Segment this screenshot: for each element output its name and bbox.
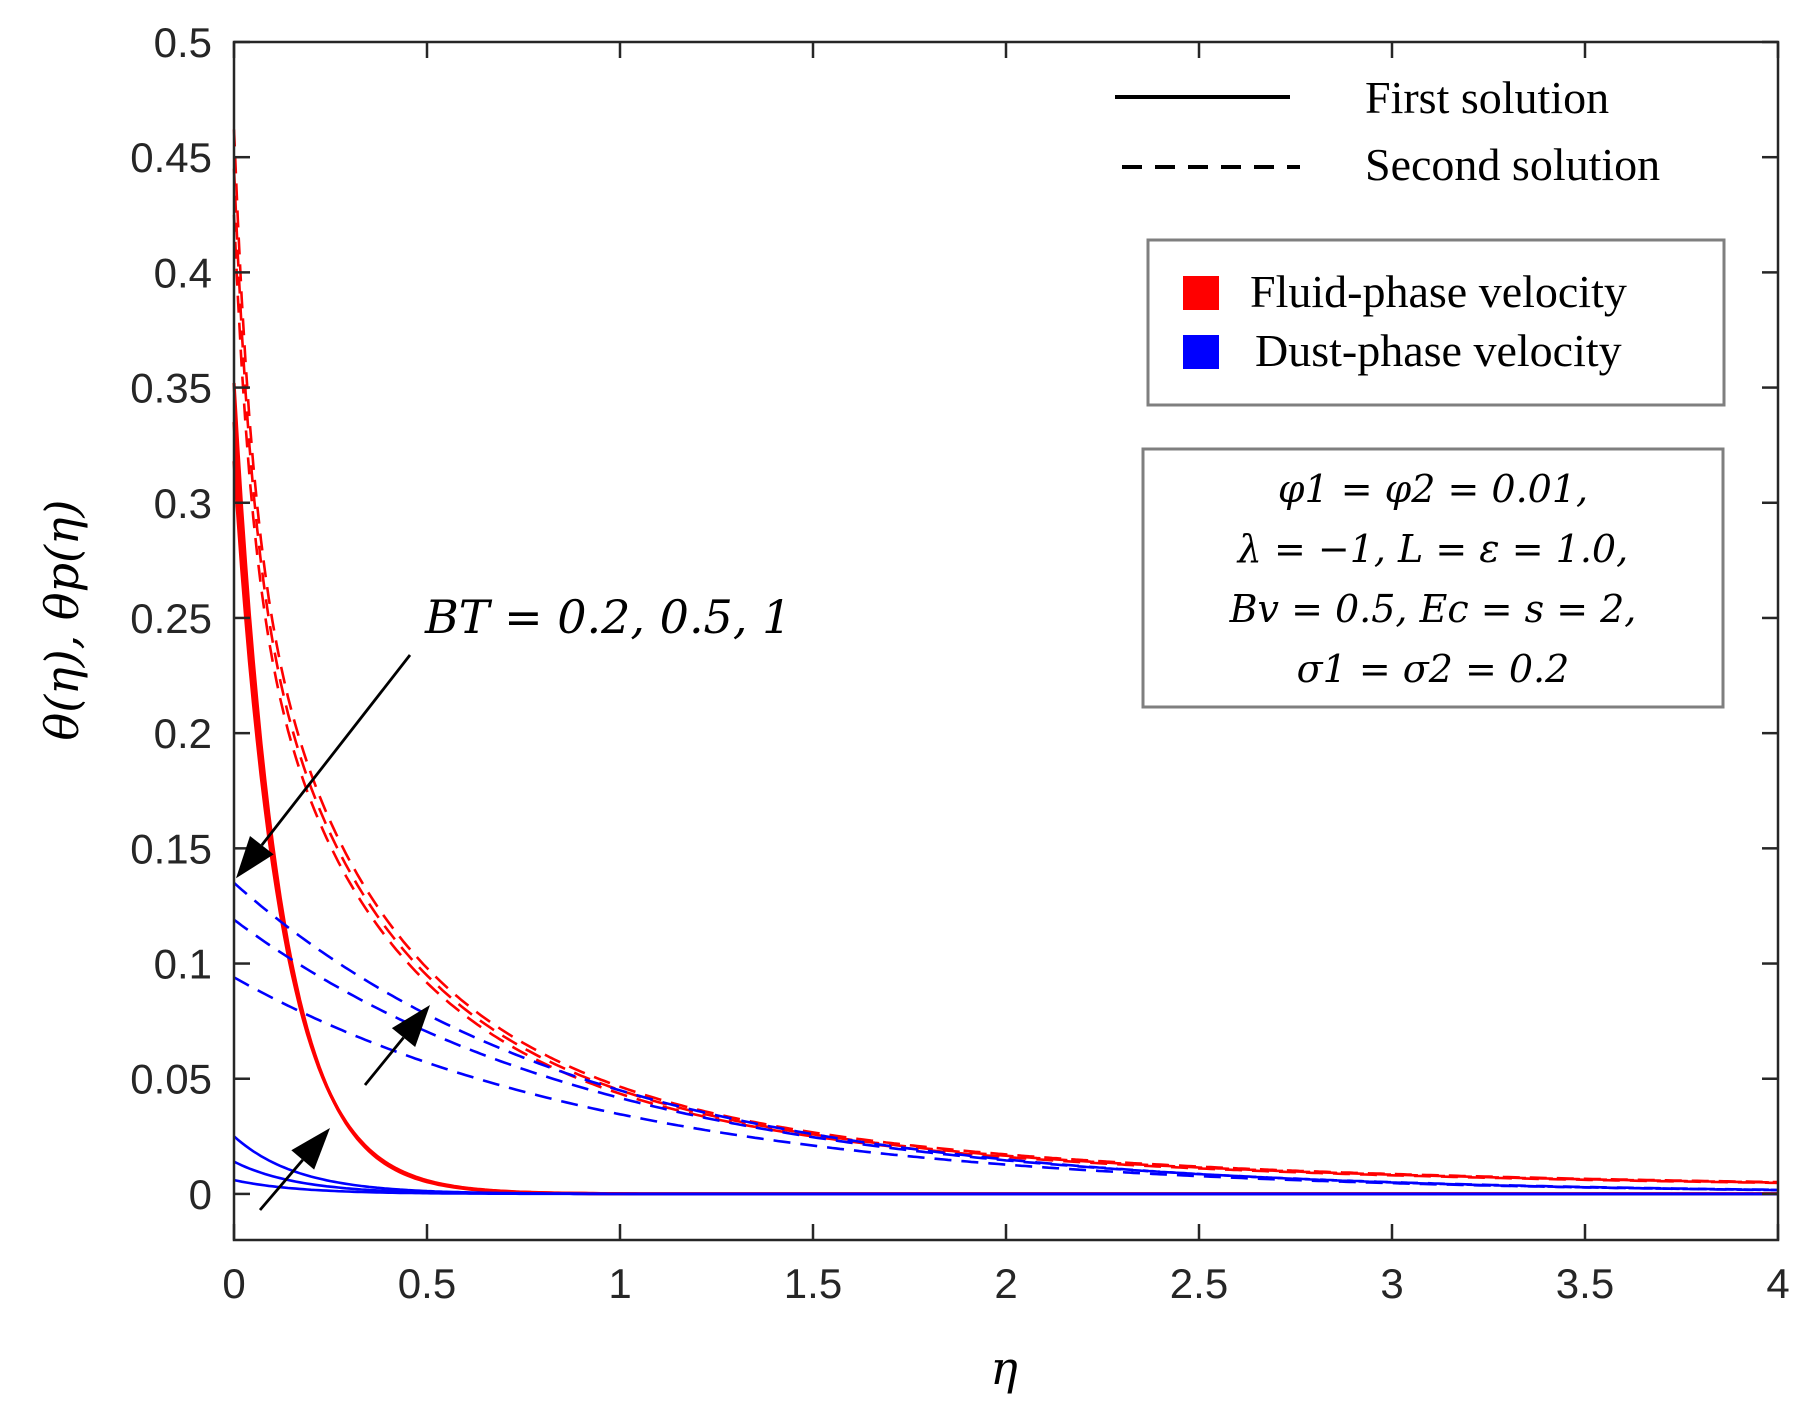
bt-arrow-fluid-shaft <box>260 654 412 847</box>
y-tick-label: 0.05 <box>130 1056 212 1103</box>
legend-dust-label: Dust-phase velocity <box>1255 325 1622 376</box>
x-tick-label: 0 <box>222 1260 245 1307</box>
x-tick-label: 2.5 <box>1170 1260 1228 1307</box>
x-tick-label: 3.5 <box>1556 1260 1614 1307</box>
series-dust-second-9 <box>233 976 1779 1192</box>
y-tick-label: 0.2 <box>154 710 212 757</box>
bt-arrow-dust-first-head <box>291 1128 330 1170</box>
param-line-3: Bv = 0.5, Ec = s = 2, <box>1229 587 1637 631</box>
x-tick-label: 2 <box>994 1260 1017 1307</box>
bt-annotation-label: BT = 0.2, 0.5, 1 <box>424 590 791 644</box>
y-tick-label: 0.45 <box>130 134 212 181</box>
y-tick-label: 0.15 <box>130 825 212 872</box>
legend-fluid-swatch <box>1183 276 1219 310</box>
parameters-box-frame <box>1141 447 1725 709</box>
color-legend: Fluid-phase velocity Dust-phase velocity <box>1146 238 1726 407</box>
y-tick-label: 0.3 <box>154 480 212 527</box>
y-tick-label: 0.25 <box>130 595 212 642</box>
bt-arrow-fluid-head <box>236 835 274 879</box>
bt-arrow-dust-second <box>363 1005 430 1086</box>
series-fluid-second-5 <box>232 214 1779 1185</box>
y-tick-label: 0.4 <box>154 249 212 296</box>
bt-arrow-dust-first-shaft <box>258 1159 304 1211</box>
parameters-box: φ1 = φ2 = 0.01, λ = −1, L = ε = 1.0, Bv … <box>1141 447 1725 709</box>
legend-dust-swatch <box>1183 335 1219 369</box>
x-tick-label: 1.5 <box>784 1260 842 1307</box>
style-legend: First solution Second solution <box>1115 72 1660 190</box>
arrows-layer <box>236 654 430 1211</box>
bt-arrow-dust-first <box>258 1128 330 1211</box>
param-line-2: λ = −1, L = ε = 1.0, <box>1236 527 1628 571</box>
color-legend-box <box>1146 238 1726 407</box>
y-tick-label: 0.1 <box>154 941 212 988</box>
bt-arrow-dust-second-head <box>391 1005 430 1048</box>
param-line-1: φ1 = φ2 = 0.01, <box>1278 467 1588 511</box>
bt-arrow-fluid <box>236 654 412 879</box>
x-tick-label: 1 <box>608 1260 631 1307</box>
series-dust-second-10 <box>233 918 1778 1192</box>
x-tick-label: 0.5 <box>398 1260 456 1307</box>
axes-layer: 0 0.5 1 1.5 2 2.5 3 3.5 4 0 0.05 0.1 0.15 0.2 0.25 0.3 0… <box>130 19 1789 1307</box>
y-tick-label: 0 <box>189 1171 212 1218</box>
y-tick-label: 0.35 <box>130 365 212 412</box>
legend-second-solution-label: Second solution <box>1365 139 1660 190</box>
x-tick-label: 4 <box>1766 1260 1789 1307</box>
param-line-4: σ1 = σ2 = 0.2 <box>1297 647 1570 691</box>
series-dust-first-8 <box>233 1135 1778 1196</box>
series-fluid-second-4 <box>232 168 1779 1184</box>
bt-arrow-dust-second-shaft <box>363 1036 405 1086</box>
legend-first-solution-label: First solution <box>1365 72 1609 123</box>
legend-fluid-label: Fluid-phase velocity <box>1250 266 1627 317</box>
series-dust-second-11 <box>233 881 1778 1192</box>
x-tick-label: 3 <box>1380 1260 1403 1307</box>
series-layer <box>232 129 1779 1196</box>
y-axis-label: θ(η), θp(η) <box>35 500 89 741</box>
y-tick-label: 0.5 <box>154 19 212 66</box>
x-axis-label: η <box>990 1341 1018 1395</box>
